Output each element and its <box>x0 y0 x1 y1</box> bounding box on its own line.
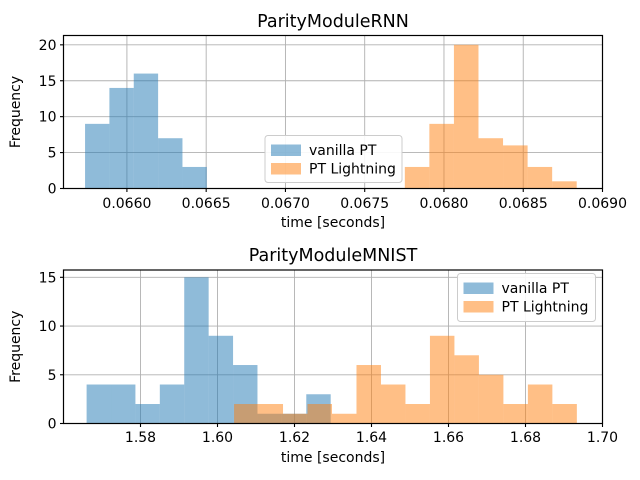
mnist-bar-vanilla-pt <box>111 384 136 424</box>
mnist-x-tick-label: 1.66 <box>433 430 464 446</box>
mnist-x-axis-label: time [seconds] <box>281 450 385 466</box>
mnist-bar-pt-lightning <box>258 404 284 424</box>
mnist-y-tick-label: 10 <box>39 319 57 335</box>
mnist-bar-pt-lightning <box>552 404 577 424</box>
rnn-y-tick-label: 0 <box>48 182 57 198</box>
rnn-legend-swatch-vanilla-pt <box>271 144 301 156</box>
rnn-y-tick-label: 15 <box>39 74 57 90</box>
rnn-bar-pt-lightning <box>429 123 454 189</box>
rnn-x-tick-label: 0.0680 <box>419 196 468 212</box>
mnist-legend-label-pt-lightning: PT Lightning <box>502 300 589 316</box>
mnist-x-tick-label: 1.68 <box>510 430 541 446</box>
rnn-bar-pt-lightning <box>453 44 479 189</box>
mnist-bar-pt-lightning <box>356 365 381 424</box>
rnn-x-tick-label: 0.0665 <box>182 196 231 212</box>
mnist-bar-pt-lightning <box>307 404 332 424</box>
rnn-bar-vanilla-pt <box>182 166 207 189</box>
rnn-axes-frame <box>62 34 604 190</box>
mnist-bar-vanilla-pt <box>135 404 160 424</box>
rnn-title: ParityModuleRNN <box>257 12 409 32</box>
mnist-bar-pt-lightning <box>283 413 308 424</box>
mnist-x-tick-label: 1.64 <box>356 430 387 446</box>
rnn-bar-pt-lightning <box>404 166 430 189</box>
rnn-legend-swatch-pt-lightning <box>271 163 301 175</box>
mnist-title: ParityModuleMNIST <box>249 246 418 266</box>
rnn-bar-pt-lightning <box>527 166 553 189</box>
mnist-bar-pt-lightning <box>478 374 504 424</box>
mnist-bar-pt-lightning <box>331 413 357 424</box>
mnist-x-tick-label: 1.58 <box>125 430 156 446</box>
rnn-bar-vanilla-pt <box>133 73 159 189</box>
mnist-x-tick-label: 1.62 <box>279 430 310 446</box>
rnn-legend-label-vanilla-pt: vanilla PT <box>309 143 377 159</box>
mnist-legend-swatch-vanilla-pt <box>463 282 494 294</box>
rnn-y-tick-label: 20 <box>39 38 57 54</box>
rnn-x-tick-label: 0.0685 <box>499 196 548 212</box>
rnn-bar-vanilla-pt <box>85 123 110 189</box>
mnist-y-tick-label: 15 <box>39 270 57 286</box>
rnn-x-tick-label: 0.0690 <box>578 196 627 212</box>
rnn-x-tick-label: 0.0675 <box>340 196 389 212</box>
rnn-bar-pt-lightning <box>552 181 577 189</box>
mnist-x-tick-label: 1.60 <box>202 430 233 446</box>
rnn-x-tick-label: 0.0660 <box>102 196 151 212</box>
mnist-bar-pt-lightning <box>527 384 553 424</box>
mnist-y-tick-label: 5 <box>48 368 57 384</box>
rnn-bar-pt-lightning <box>478 138 504 189</box>
mnist-x-tick-label: 1.70 <box>587 430 618 446</box>
mnist-bar-vanilla-pt <box>208 335 234 424</box>
mnist-y-axis-label: Frequency <box>8 311 24 383</box>
mnist-bar-pt-lightning <box>429 335 455 424</box>
mnist-bar-pt-lightning <box>503 404 528 424</box>
rnn-bar-vanilla-pt <box>109 87 134 189</box>
rnn-y-axis-label: Frequency <box>8 76 24 148</box>
rnn-legend-label-pt-lightning: PT Lightning <box>309 162 396 178</box>
mnist-bar-vanilla-pt <box>184 277 209 424</box>
mnist-bar-pt-lightning <box>380 384 406 424</box>
mnist-legend-swatch-pt-lightning <box>463 301 494 313</box>
mnist-bar-vanilla-pt <box>159 384 185 424</box>
mnist-bar-pt-lightning <box>234 404 259 424</box>
rnn-bar-pt-lightning <box>503 145 528 189</box>
mnist-bar-pt-lightning <box>405 404 430 424</box>
rnn-x-tick-label: 0.0670 <box>261 196 310 212</box>
mnist-bar-vanilla-pt <box>86 384 112 424</box>
rnn-x-axis-label: time [seconds] <box>281 215 385 231</box>
rnn-bar-vanilla-pt <box>158 138 183 189</box>
mnist-legend-label-vanilla-pt: vanilla PT <box>502 281 570 297</box>
mnist-axes-frame <box>62 269 604 425</box>
rnn-y-tick-label: 10 <box>39 110 57 126</box>
mnist-y-tick-label: 0 <box>48 417 57 433</box>
mnist-bar-pt-lightning <box>454 355 479 424</box>
rnn-y-tick-label: 5 <box>48 146 57 162</box>
